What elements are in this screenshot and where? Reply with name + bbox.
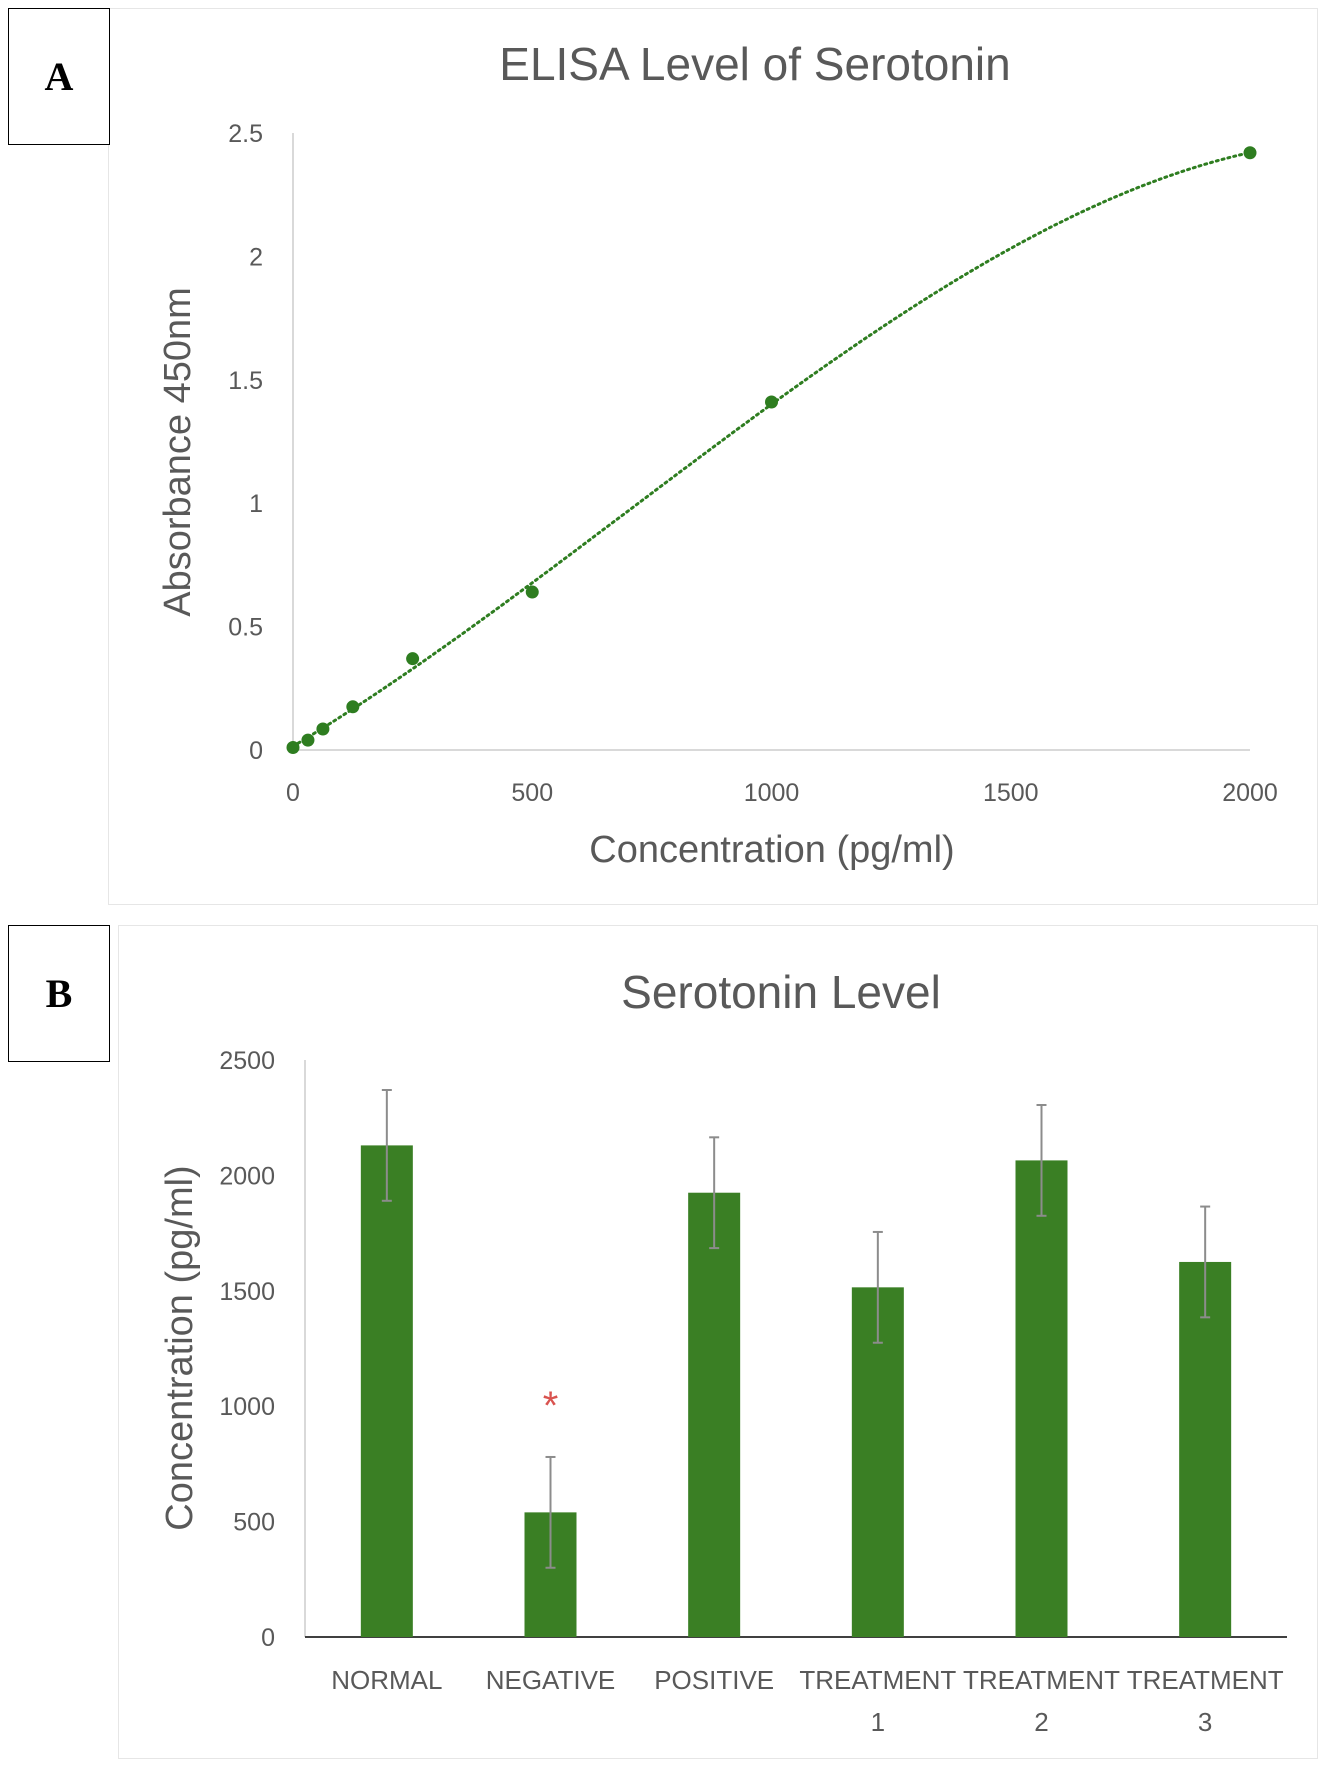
chart-a-x-tick-label: 0 — [286, 779, 300, 807]
chart-b-y-tick-label: 500 — [233, 1509, 275, 1537]
panel-b-label: B — [8, 925, 110, 1062]
chart-b-y-tick-label: 1000 — [219, 1393, 275, 1421]
chart-b-category-label: 3 — [1198, 1707, 1212, 1737]
chart-b-bar — [688, 1192, 741, 1637]
chart-a-trendline — [291, 151, 1252, 748]
chart-a-x-tick-label: 500 — [511, 779, 553, 807]
chart-b-category-label: TREATMENT — [963, 1665, 1120, 1695]
chart-a-data-point — [316, 722, 330, 736]
chart-b-significance-marker: * — [543, 1384, 559, 1428]
chart-b-category-label: POSITIVE — [654, 1665, 774, 1695]
chart-a-data-point — [1243, 146, 1257, 160]
chart-b-category-label: 2 — [1034, 1707, 1048, 1737]
chart-b-y-tick-label: 2500 — [219, 1047, 275, 1075]
chart-b-bar — [1179, 1261, 1232, 1637]
chart-b-title: Serotonin Level — [621, 966, 941, 1018]
chart-a-y-tick-label: 0 — [249, 737, 263, 765]
chart-a-data-point — [301, 733, 315, 747]
panel-a-frame — [108, 8, 1318, 905]
chart-b-category-label: TREATMENT — [799, 1665, 956, 1695]
panel-a-label: A — [8, 8, 110, 145]
chart-b-category-label: NORMAL — [331, 1665, 442, 1695]
chart-b-bar — [851, 1287, 904, 1637]
chart-b-category-label: TREATMENT — [1127, 1665, 1284, 1695]
chart-b-bar — [1015, 1160, 1068, 1637]
chart-a-data-point — [525, 585, 539, 599]
chart-b-y-tick-label: 0 — [261, 1624, 275, 1652]
chart-b-y-tick-label: 2000 — [219, 1162, 275, 1190]
chart-a-y-tick-label: 1.5 — [228, 367, 263, 395]
chart-a-x-tick-label: 2000 — [1222, 779, 1278, 807]
chart-b-bar — [360, 1145, 413, 1637]
chart-a-data-point — [765, 395, 778, 409]
chart-a-data-point — [406, 652, 420, 666]
chart-a-y-axis-title: Absorbance 450nm — [157, 287, 199, 617]
chart-a-title: ELISA Level of Serotonin — [499, 38, 1010, 90]
chart-a-x-tick-label: 1500 — [983, 779, 1039, 807]
chart-a-x-axis-title: Concentration (pg/ml) — [589, 829, 954, 871]
chart-b-category-label: 1 — [871, 1707, 885, 1737]
chart-a-x-tick-label: 1000 — [744, 779, 800, 807]
chart-b-y-tick-label: 1500 — [219, 1278, 275, 1306]
chart-a-y-tick-label: 0.5 — [228, 614, 263, 642]
chart-a-data-point — [346, 700, 360, 714]
chart-b-y-axis-title: Concentration (pg/ml) — [159, 1165, 201, 1530]
chart-a-y-tick-label: 1 — [249, 490, 263, 518]
chart-a-y-tick-label: 2.5 — [228, 120, 263, 148]
chart-a-y-tick-label: 2 — [249, 243, 263, 271]
chart-a-data-point — [286, 741, 300, 755]
chart-b-category-label: NEGATIVE — [486, 1665, 616, 1695]
